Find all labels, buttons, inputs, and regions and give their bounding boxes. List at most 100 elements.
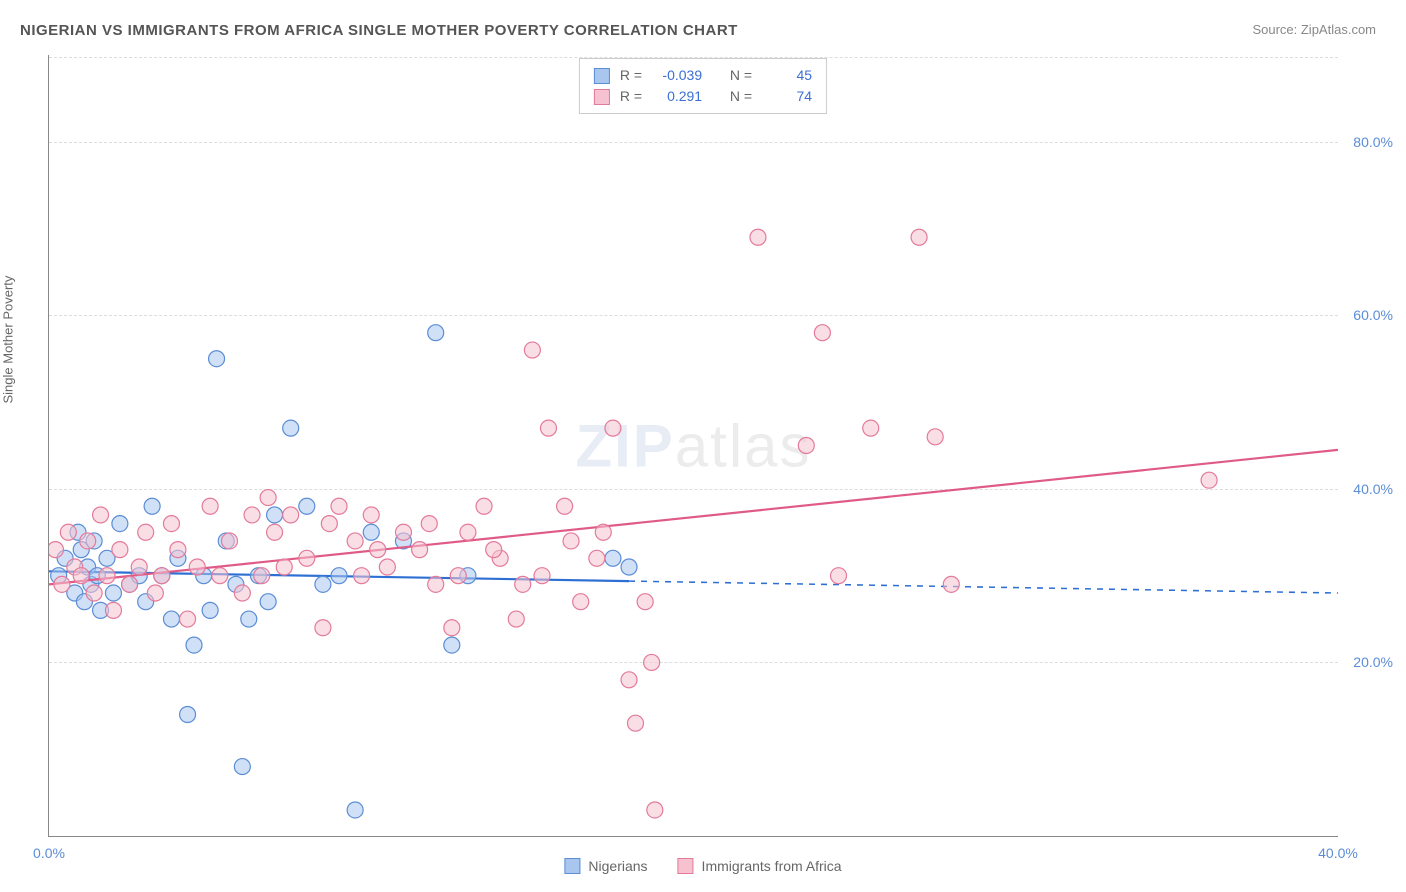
data-point (460, 524, 476, 540)
data-point (221, 533, 237, 549)
data-point (86, 585, 102, 601)
data-point (202, 498, 218, 514)
data-point (573, 594, 589, 610)
data-point (428, 576, 444, 592)
y-axis-label: Single Mother Poverty (1, 276, 16, 404)
data-point (911, 229, 927, 245)
scatter-plot-svg (49, 55, 1338, 836)
data-point (331, 568, 347, 584)
data-point (93, 507, 109, 523)
data-point (534, 568, 550, 584)
y-tick-label: 20.0% (1353, 654, 1393, 670)
data-point (563, 533, 579, 549)
data-point (347, 533, 363, 549)
legend-label-a: Nigerians (588, 858, 647, 874)
data-point (315, 576, 331, 592)
data-point (170, 542, 186, 558)
data-point (244, 507, 260, 523)
plot-area: ZIPatlas 20.0%40.0%60.0%80.0%0.0%40.0% (48, 55, 1338, 837)
n-label: N = (730, 86, 752, 107)
data-point (363, 507, 379, 523)
data-point (524, 342, 540, 358)
swatch-series-a (594, 68, 610, 84)
data-point (163, 611, 179, 627)
chart-title: NIGERIAN VS IMMIGRANTS FROM AFRICA SINGL… (20, 22, 738, 39)
data-point (476, 498, 492, 514)
data-point (283, 420, 299, 436)
bottom-legend: Nigerians Immigrants from Africa (564, 858, 841, 874)
source-label: Source: ZipAtlas.com (1252, 22, 1376, 37)
data-point (99, 568, 115, 584)
data-point (943, 576, 959, 592)
data-point (927, 429, 943, 445)
x-tick-label: 40.0% (1318, 845, 1358, 861)
data-point (814, 325, 830, 341)
data-point (131, 559, 147, 575)
data-point (421, 516, 437, 532)
r-value-b: 0.291 (652, 86, 702, 107)
data-point (138, 524, 154, 540)
data-point (180, 611, 196, 627)
swatch-series-b (594, 89, 610, 105)
data-point (73, 568, 89, 584)
data-point (595, 524, 611, 540)
data-point (202, 602, 218, 618)
data-point (540, 420, 556, 436)
data-point (260, 594, 276, 610)
data-point (209, 351, 225, 367)
data-point (444, 637, 460, 653)
data-point (112, 542, 128, 558)
data-point (267, 524, 283, 540)
data-point (180, 707, 196, 723)
data-point (80, 533, 96, 549)
n-value-b: 74 (762, 86, 812, 107)
data-point (260, 490, 276, 506)
data-point (105, 585, 121, 601)
data-point (428, 325, 444, 341)
data-point (605, 550, 621, 566)
data-point (863, 420, 879, 436)
n-label: N = (730, 65, 752, 86)
correlation-stats-box: R = -0.039 N = 45 R = 0.291 N = 74 (579, 58, 827, 114)
x-tick-label: 0.0% (33, 845, 65, 861)
data-point (54, 576, 70, 592)
data-point (105, 602, 121, 618)
data-point (122, 576, 138, 592)
data-point (621, 672, 637, 688)
data-point (234, 759, 250, 775)
data-point (363, 524, 379, 540)
data-point (831, 568, 847, 584)
data-point (621, 559, 637, 575)
data-point (254, 568, 270, 584)
data-point (212, 568, 228, 584)
swatch-series-a-legend (564, 858, 580, 874)
data-point (147, 585, 163, 601)
data-point (508, 611, 524, 627)
data-point (1201, 472, 1217, 488)
trend-line (49, 450, 1338, 585)
data-point (186, 637, 202, 653)
legend-item-a: Nigerians (564, 858, 647, 874)
swatch-series-b-legend (678, 858, 694, 874)
data-point (321, 516, 337, 532)
data-point (299, 550, 315, 566)
r-label: R = (620, 86, 642, 107)
data-point (189, 559, 205, 575)
stats-row: R = -0.039 N = 45 (594, 65, 812, 86)
data-point (412, 542, 428, 558)
data-point (241, 611, 257, 627)
data-point (444, 620, 460, 636)
r-value-a: -0.039 (652, 65, 702, 86)
data-point (234, 585, 250, 601)
data-point (315, 620, 331, 636)
data-point (605, 420, 621, 436)
data-point (267, 507, 283, 523)
data-point (450, 568, 466, 584)
trend-line-dashed (629, 581, 1338, 593)
data-point (627, 715, 643, 731)
y-tick-label: 80.0% (1353, 134, 1393, 150)
data-point (112, 516, 128, 532)
y-tick-label: 40.0% (1353, 481, 1393, 497)
data-point (370, 542, 386, 558)
data-point (283, 507, 299, 523)
